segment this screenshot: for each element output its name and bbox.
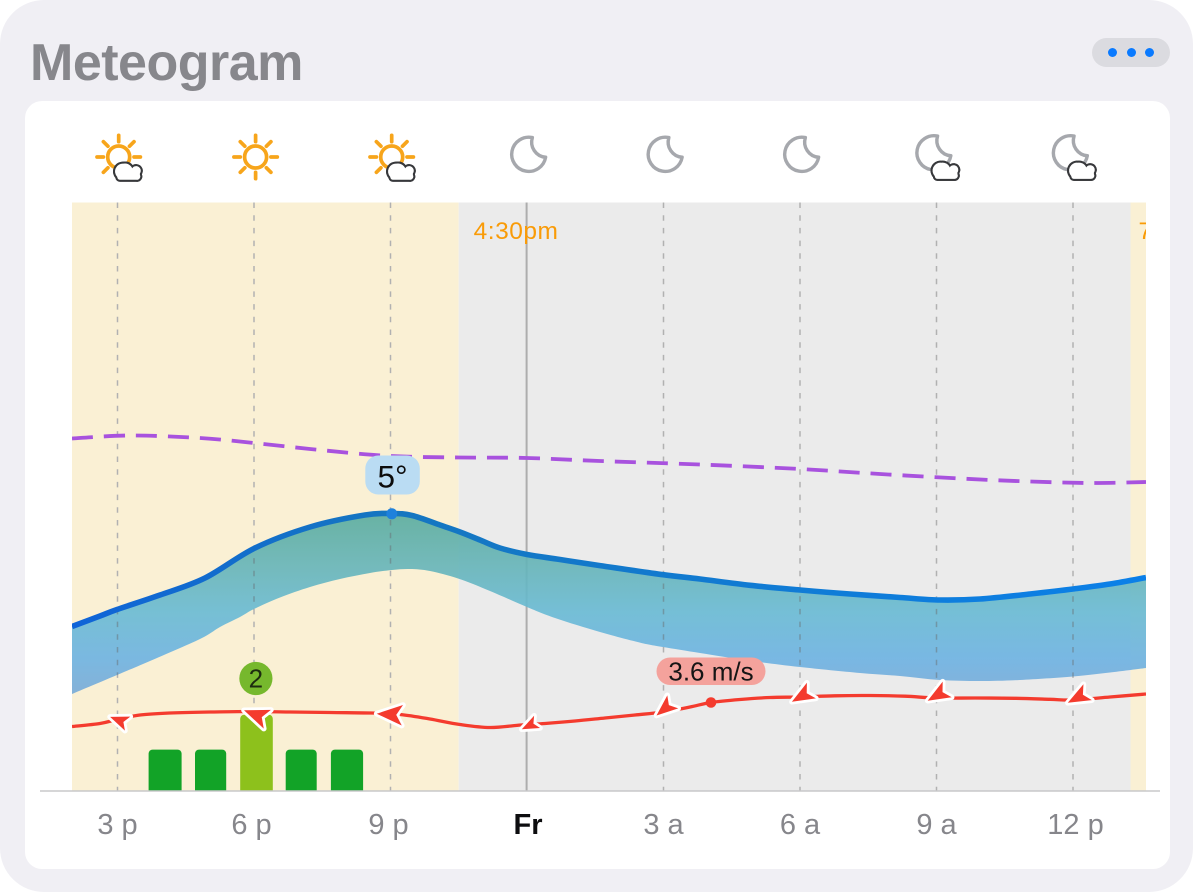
svg-text:Fr: Fr	[514, 809, 543, 841]
svg-text:2: 2	[249, 664, 263, 694]
svg-text:7:26am: 7:26am	[1139, 218, 1193, 245]
svg-text:9 p: 9 p	[368, 809, 408, 841]
svg-text:3.6 m/s: 3.6 m/s	[668, 657, 753, 687]
svg-text:6 a: 6 a	[780, 809, 821, 841]
svg-text:12 p: 12 p	[1047, 809, 1103, 841]
svg-text:4:30pm: 4:30pm	[474, 218, 559, 245]
svg-text:3 p: 3 p	[97, 809, 137, 841]
svg-text:6 p: 6 p	[231, 809, 271, 841]
svg-text:3 a: 3 a	[643, 809, 684, 841]
svg-text:5°: 5°	[377, 459, 407, 495]
svg-text:9 a: 9 a	[916, 809, 957, 841]
